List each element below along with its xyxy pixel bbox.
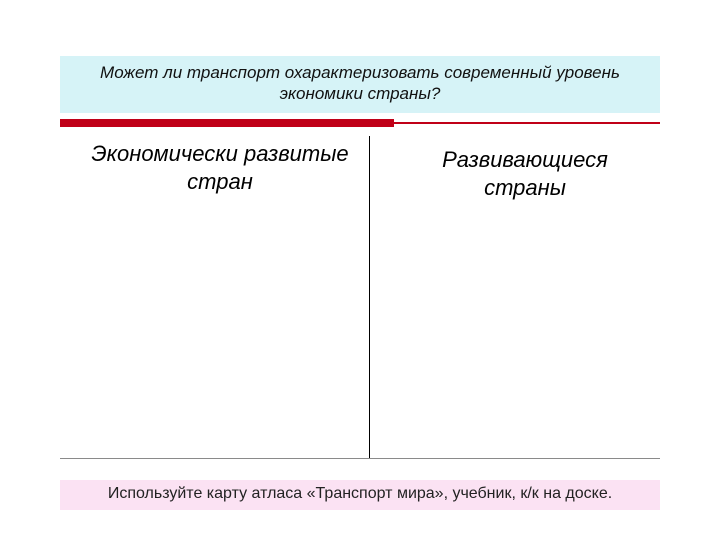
title-accent-line bbox=[394, 122, 660, 124]
horizontal-rule bbox=[60, 458, 660, 459]
question-banner: Может ли транспорт охарактеризовать совр… bbox=[60, 56, 660, 113]
column-heading-left: Экономически развитые стран bbox=[90, 140, 350, 195]
instructions-banner: Используйте карту атласа «Транспорт мира… bbox=[60, 480, 660, 510]
column-heading-right: Развивающиеся страны bbox=[400, 146, 650, 201]
slide: Может ли транспорт охарактеризовать совр… bbox=[0, 0, 720, 540]
title-accent-bar bbox=[60, 119, 394, 127]
column-divider bbox=[369, 136, 370, 458]
